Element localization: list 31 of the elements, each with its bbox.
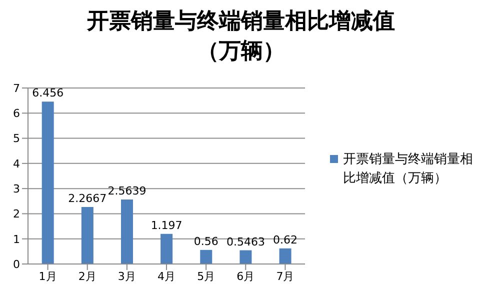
bar: [42, 102, 54, 264]
y-tick-label: 6: [13, 107, 20, 120]
y-tick-label: 0: [13, 258, 20, 271]
x-tick-label: 6月: [236, 270, 255, 283]
y-tick-label: 4: [13, 157, 20, 170]
bar: [240, 250, 252, 264]
data-label: 0.5463: [226, 235, 265, 248]
data-label: 0.56: [194, 234, 218, 248]
x-tick-label: 5月: [197, 270, 216, 283]
x-tick-label: 2月: [78, 270, 96, 283]
x-tick-label: 3月: [118, 270, 136, 283]
y-tick-label: 1: [13, 232, 20, 246]
bar: [160, 234, 173, 264]
data-label: 2.2667: [68, 192, 107, 206]
x-tick-label: 1月: [38, 270, 57, 283]
data-label: 1.197: [150, 218, 182, 232]
data-label: 0.62: [273, 233, 298, 246]
data-label: 2.5639: [108, 184, 146, 198]
x-tick-label: 7月: [276, 270, 294, 283]
bar: [120, 200, 133, 264]
x-tick-label: 4月: [158, 270, 176, 283]
y-tick-label: 3: [13, 182, 20, 196]
y-tick-label: 7: [13, 82, 20, 95]
chart-title: 开票销量与终端销量相比增减值（万辆）: [86, 7, 396, 66]
legend-label: 开票销量与终端销量相比增减值（万辆）: [343, 151, 474, 188]
bar: [81, 207, 94, 264]
data-label: 6.456: [32, 86, 64, 100]
bar: [279, 248, 292, 264]
y-tick-label: 2: [13, 208, 20, 221]
bar: [200, 250, 212, 264]
y-tick-label: 5: [13, 132, 20, 146]
